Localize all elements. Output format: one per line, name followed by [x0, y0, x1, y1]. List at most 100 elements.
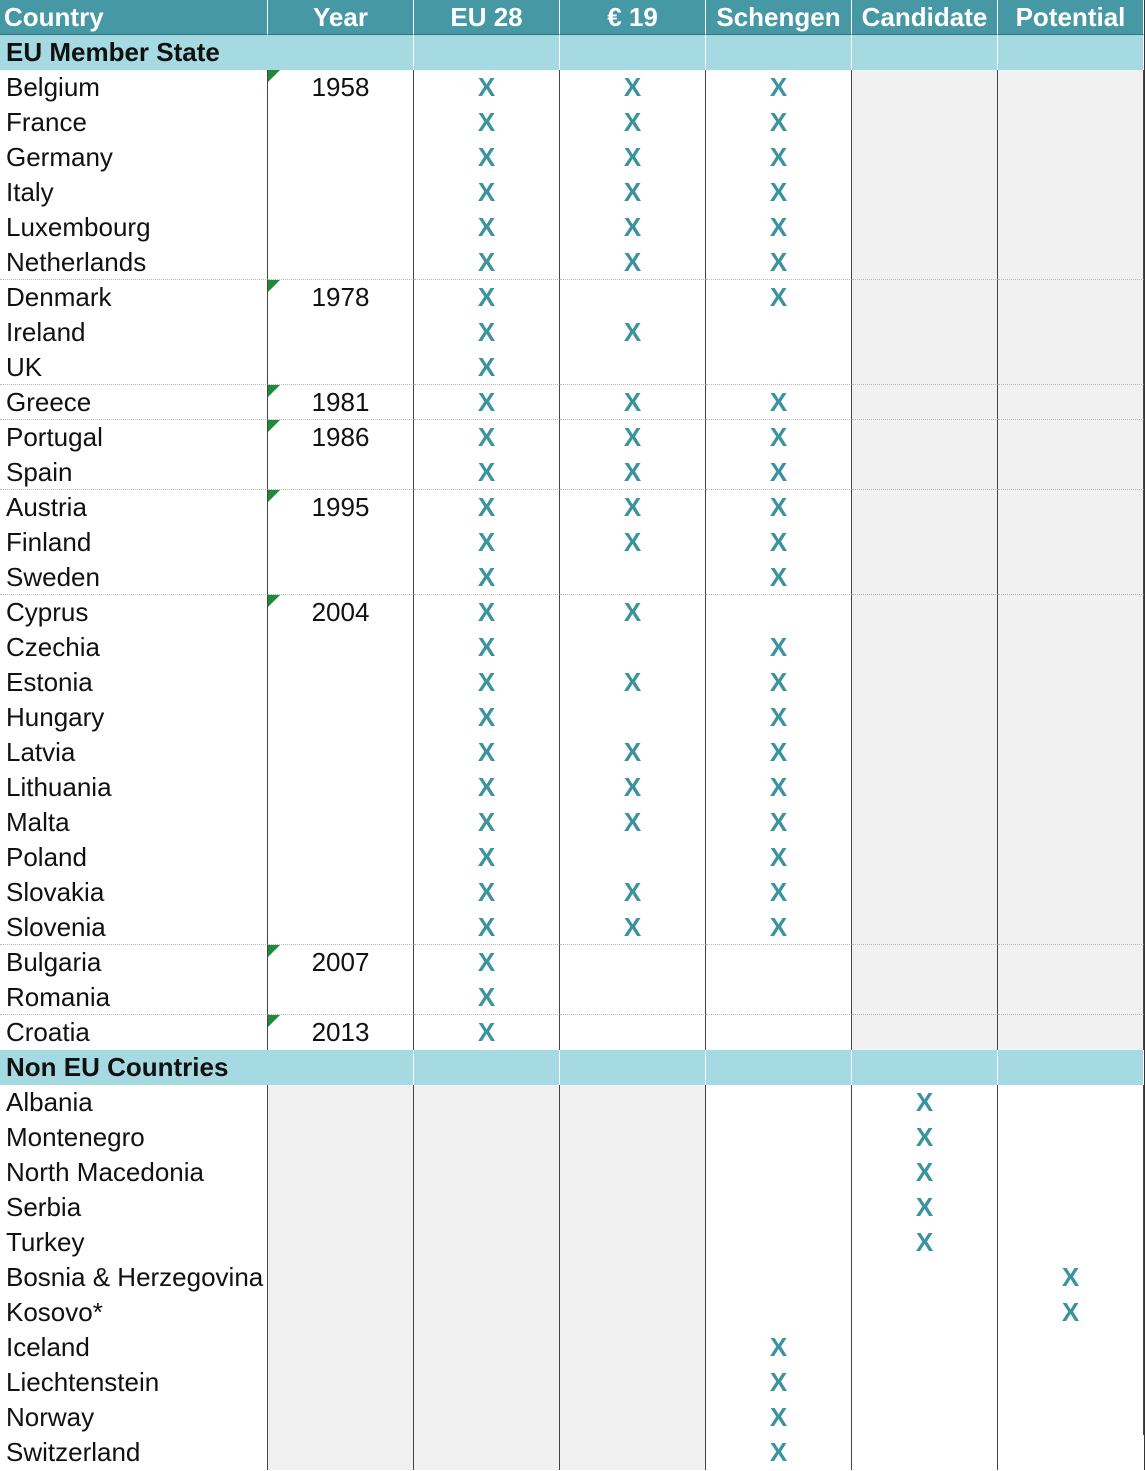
empty-euro	[560, 1190, 706, 1225]
empty-potential	[998, 595, 1144, 630]
year-cell	[268, 805, 414, 840]
mark-eu28: X	[414, 525, 560, 560]
mark-schengen: X	[706, 245, 852, 280]
comment-marker-icon	[268, 490, 280, 502]
empty-candidate	[852, 630, 998, 665]
mark-eu28: X	[414, 910, 560, 945]
empty-potential	[998, 840, 1144, 875]
country-name: Serbia	[0, 1190, 268, 1225]
mark-euro: X	[560, 315, 706, 350]
year-cell	[268, 245, 414, 280]
country-name: Italy	[0, 175, 268, 210]
mark-potential	[998, 1190, 1144, 1225]
mark-schengen: X	[706, 1400, 852, 1435]
empty-year	[268, 1085, 414, 1120]
mark-schengen: X	[706, 735, 852, 770]
empty-potential	[998, 105, 1144, 140]
mark-schengen: X	[706, 630, 852, 665]
mark-candidate: X	[852, 1120, 998, 1155]
country-name: Bulgaria	[0, 945, 268, 980]
year-cell: 1958	[268, 70, 414, 105]
mark-euro	[560, 700, 706, 735]
section-eu-member-state: EU Member State	[0, 35, 268, 70]
country-name: Switzerland	[0, 1435, 268, 1470]
empty-eu28	[414, 1295, 560, 1330]
empty-candidate	[852, 875, 998, 910]
mark-eu28: X	[414, 595, 560, 630]
empty-candidate	[852, 140, 998, 175]
mark-euro: X	[560, 210, 706, 245]
header-country: Country	[0, 0, 268, 35]
year-cell: 1995	[268, 490, 414, 525]
mark-eu28: X	[414, 770, 560, 805]
mark-eu28: X	[414, 665, 560, 700]
country-name: Slovakia	[0, 875, 268, 910]
year-cell	[268, 665, 414, 700]
comment-marker-icon	[268, 945, 280, 957]
empty-candidate	[852, 490, 998, 525]
mark-eu28: X	[414, 210, 560, 245]
empty-euro	[560, 1400, 706, 1435]
mark-candidate: X	[852, 1225, 998, 1260]
mark-eu28: X	[414, 70, 560, 105]
comment-marker-icon	[268, 420, 280, 432]
mark-schengen: X	[706, 665, 852, 700]
mark-schengen	[706, 980, 852, 1015]
empty-year	[268, 1155, 414, 1190]
empty-candidate	[852, 385, 998, 420]
year-cell	[268, 630, 414, 665]
empty-year	[268, 1225, 414, 1260]
empty-candidate	[852, 105, 998, 140]
section-spacer	[706, 35, 852, 70]
country-name: Montenegro	[0, 1120, 268, 1155]
mark-candidate	[852, 1400, 998, 1435]
mark-euro: X	[560, 665, 706, 700]
mark-schengen	[706, 945, 852, 980]
mark-schengen	[706, 1295, 852, 1330]
mark-eu28: X	[414, 630, 560, 665]
empty-candidate	[852, 210, 998, 245]
year-cell: 2007	[268, 945, 414, 980]
mark-potential	[998, 1085, 1144, 1120]
mark-schengen	[706, 1155, 852, 1190]
empty-candidate	[852, 805, 998, 840]
section-spacer	[414, 1050, 560, 1085]
empty-candidate	[852, 420, 998, 455]
mark-potential: X	[998, 1295, 1144, 1330]
mark-schengen	[706, 1015, 852, 1050]
empty-potential	[998, 875, 1144, 910]
year-cell: 1981	[268, 385, 414, 420]
empty-eu28	[414, 1365, 560, 1400]
country-name: Kosovo*	[0, 1295, 268, 1330]
country-name: Romania	[0, 980, 268, 1015]
empty-candidate	[852, 280, 998, 315]
mark-schengen: X	[706, 770, 852, 805]
empty-year	[268, 1435, 414, 1470]
mark-euro: X	[560, 175, 706, 210]
year-cell: 2013	[268, 1015, 414, 1050]
year-cell	[268, 210, 414, 245]
country-name: Bosnia & Herzegovina	[0, 1260, 268, 1295]
empty-euro	[560, 1330, 706, 1365]
mark-schengen: X	[706, 805, 852, 840]
country-name: Spain	[0, 455, 268, 490]
mark-euro: X	[560, 140, 706, 175]
empty-potential	[998, 455, 1144, 490]
mark-schengen: X	[706, 525, 852, 560]
year-cell	[268, 875, 414, 910]
mark-schengen: X	[706, 455, 852, 490]
empty-candidate	[852, 245, 998, 280]
country-name: UK	[0, 350, 268, 385]
empty-potential	[998, 350, 1144, 385]
mark-eu28: X	[414, 560, 560, 595]
mark-euro: X	[560, 70, 706, 105]
empty-candidate	[852, 560, 998, 595]
empty-candidate	[852, 770, 998, 805]
empty-candidate	[852, 525, 998, 560]
year-cell: 1986	[268, 420, 414, 455]
section-spacer	[560, 35, 706, 70]
country-name: Netherlands	[0, 245, 268, 280]
year-cell: 2004	[268, 595, 414, 630]
year-cell	[268, 140, 414, 175]
empty-eu28	[414, 1120, 560, 1155]
